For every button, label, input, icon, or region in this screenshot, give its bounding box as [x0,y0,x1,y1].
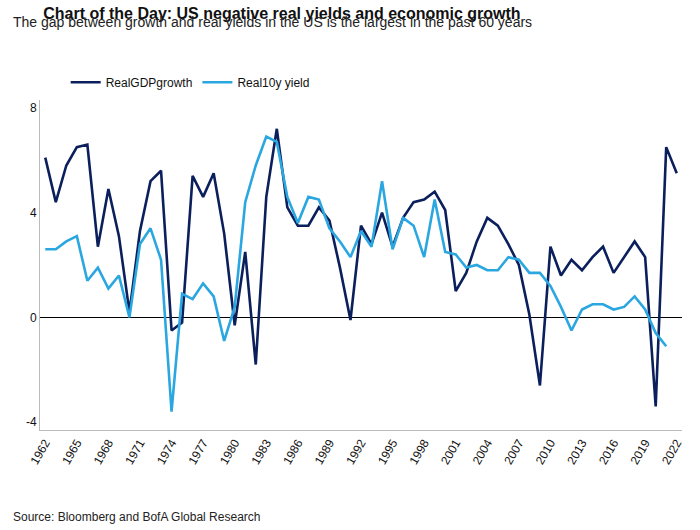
svg-text:1998: 1998 [406,437,432,467]
svg-text:The gap between growth and rea: The gap between growth and real yields i… [13,14,532,30]
svg-text:1986: 1986 [280,437,306,467]
svg-text:Real10y yield: Real10y yield [237,76,309,90]
svg-text:1974: 1974 [154,437,180,467]
svg-text:Chart of the Day: US negative: Chart of the Day: US negative real yield… [43,5,520,22]
svg-text:1980: 1980 [217,437,243,467]
svg-text:1971: 1971 [122,437,148,467]
svg-text:RealGDPgrowth: RealGDPgrowth [106,76,193,90]
svg-text:1992: 1992 [343,437,369,467]
svg-text:8: 8 [30,101,37,115]
svg-text:1968: 1968 [91,437,117,467]
svg-text:2010: 2010 [533,437,559,467]
svg-text:1989: 1989 [312,437,338,467]
svg-text:0: 0 [30,311,37,325]
svg-text:4: 4 [30,206,37,220]
svg-text:-4: -4 [26,415,37,429]
svg-text:1965: 1965 [59,437,85,467]
svg-text:1995: 1995 [375,437,401,467]
svg-text:2022: 2022 [659,437,685,467]
svg-text:2007: 2007 [501,437,527,467]
svg-text:2019: 2019 [627,437,653,467]
svg-text:Source: Bloomberg and BofA Glo: Source: Bloomberg and BofA Global Resear… [13,510,260,524]
svg-text:2016: 2016 [596,437,622,467]
svg-text:1977: 1977 [185,437,211,467]
svg-text:2001: 2001 [438,437,464,467]
svg-text:2004: 2004 [470,437,496,467]
svg-text:1962: 1962 [28,437,54,467]
svg-text:1983: 1983 [249,437,275,467]
svg-text:2013: 2013 [564,437,590,467]
